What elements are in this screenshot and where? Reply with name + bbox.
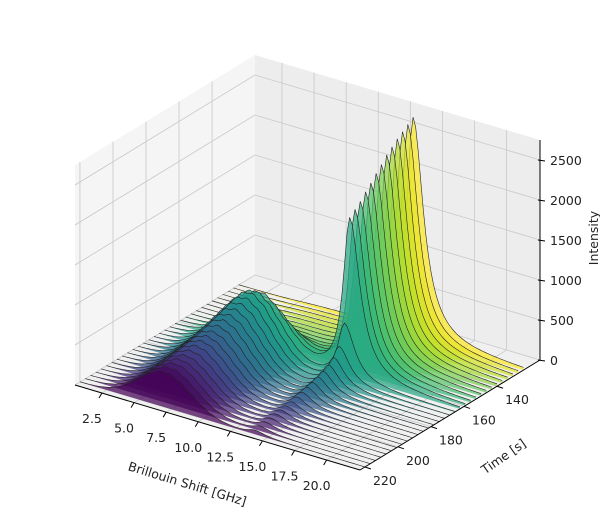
- x-tick-label: 15.0: [239, 459, 267, 474]
- x-tick-label: 5.0: [114, 421, 134, 436]
- z-gridline: [74, 234, 541, 346]
- y-tick-label: 140: [505, 392, 529, 407]
- x-tick-label: 7.5: [146, 430, 166, 445]
- z-tick: [537, 239, 546, 242]
- x-axis-line: [74, 384, 361, 471]
- y-tick: [496, 385, 504, 389]
- y-tick-label: 160: [472, 412, 496, 427]
- z-tick: [537, 359, 546, 362]
- tick-labels: 2.5 5.0 7.5 10.0 12.5 15.0 17.5 20.0 140 160 180 20…: [82, 153, 582, 493]
- y-axis-label: Time [s]: [477, 436, 528, 478]
- y-tick: [364, 466, 372, 470]
- y-tick: [463, 405, 471, 409]
- series-row-line: [116, 339, 403, 445]
- x-tick: [291, 450, 295, 456]
- x-tick: [194, 421, 199, 428]
- y-tick: [397, 446, 405, 450]
- x-axis-label: Brillouin Shift [GHz]: [126, 459, 248, 509]
- z-tick-label: 2000: [550, 193, 582, 208]
- series-row-fill: [79, 370, 365, 467]
- x-tick-label: 17.5: [271, 468, 299, 483]
- y-tick-label: 180: [439, 433, 463, 448]
- series-row-line: [85, 366, 371, 464]
- y-tick-label: 200: [406, 453, 430, 468]
- z-tick-label: 2500: [550, 153, 582, 168]
- series-group: [79, 117, 524, 468]
- z-tick-label: 0: [550, 353, 558, 368]
- series-row-line: [106, 349, 392, 452]
- z-tick: [537, 319, 546, 322]
- x-tick: [130, 402, 135, 408]
- y-axis-line: [359, 359, 541, 471]
- z-tick: [537, 279, 546, 282]
- z-gridline: [74, 114, 541, 226]
- z-tick: [537, 159, 546, 162]
- z-tick: [537, 199, 546, 202]
- z-axis-label: Intensity: [586, 210, 600, 265]
- x-tick: [226, 431, 231, 437]
- y-tick: [430, 426, 438, 430]
- z-gridline: [74, 154, 541, 266]
- series-row-line: [79, 370, 366, 468]
- x-tick-label: 20.0: [303, 478, 331, 493]
- series-row-line: [101, 354, 387, 455]
- series-row-line: [111, 344, 397, 448]
- z-tick-label: 500: [550, 313, 574, 328]
- x-tick-label: 10.0: [174, 440, 202, 455]
- y-tick-label: 220: [373, 473, 397, 488]
- series-row-line: [90, 362, 376, 461]
- series-row-line: [122, 335, 408, 442]
- z-gridline: [74, 194, 541, 306]
- z-tick-label: 1000: [550, 273, 582, 288]
- z-tick-label: 1500: [550, 233, 582, 248]
- x-tick-label: 2.5: [82, 411, 102, 426]
- x-tick: [98, 392, 103, 399]
- axis-lines: [74, 140, 546, 471]
- x-tick-label: 12.5: [206, 449, 234, 464]
- series-row-line: [95, 358, 381, 458]
- x-tick: [259, 440, 263, 447]
- x-tick: [323, 459, 328, 466]
- z-gridline: [74, 74, 541, 186]
- x-tick: [162, 411, 167, 418]
